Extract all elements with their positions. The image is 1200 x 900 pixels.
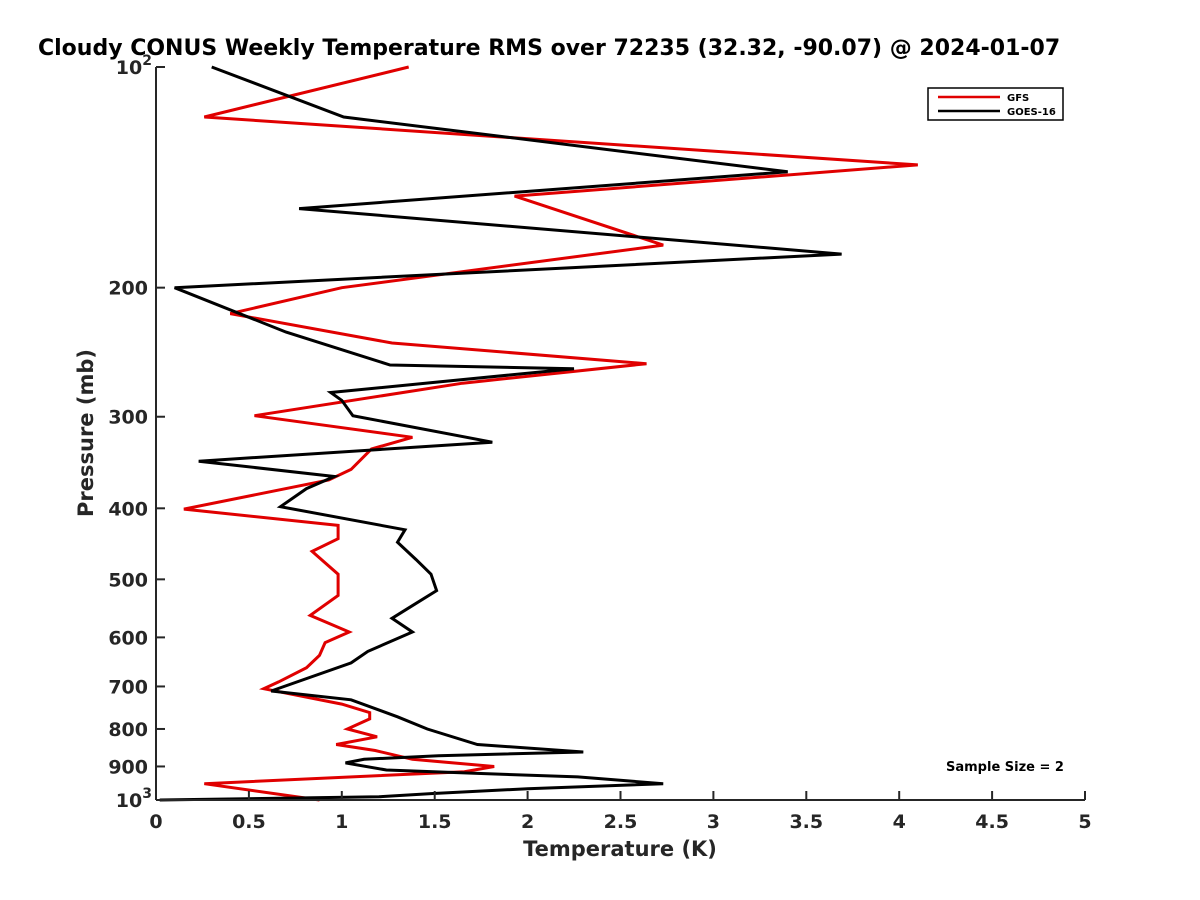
x-tick-label: 2.5: [604, 811, 638, 833]
x-tick-label: 3: [707, 811, 720, 833]
x-tick-label: 4: [893, 811, 906, 833]
y-tick-label: 700: [108, 676, 148, 698]
x-axis-label: Temperature (K): [523, 837, 717, 861]
x-tick-label: 5: [1078, 811, 1091, 833]
y-tick-label: 600: [108, 627, 148, 649]
series-layer: [159, 65, 918, 802]
x-tick-label: 1.5: [418, 811, 452, 833]
series-line-gfs: [183, 65, 918, 802]
x-tick-label: 2: [521, 811, 534, 833]
x-tick-label: 3.5: [789, 811, 823, 833]
chart-title: Cloudy CONUS Weekly Temperature RMS over…: [38, 36, 1060, 61]
y-tick-label: 200: [108, 278, 148, 300]
legend-label-goes16: GOES-16: [1007, 107, 1056, 118]
x-ticks: 0 0.5 1 1.5 2 2.5 3 3.5 4 4.5 5: [149, 791, 1092, 833]
x-tick-label: 4.5: [975, 811, 1009, 833]
sample-size-annotation: Sample Size = 2: [946, 760, 1064, 775]
x-tick-label: 0.5: [232, 811, 266, 833]
y-axis-label: Pressure (mb): [74, 349, 98, 517]
legend: GFS GOES-16: [927, 87, 1064, 121]
y-tick-label: 300: [108, 407, 148, 429]
y-tick-label: 900: [108, 756, 148, 778]
legend-label-gfs: GFS: [1007, 93, 1029, 104]
x-tick-label: 1: [335, 811, 348, 833]
series-line-goes16: [159, 65, 842, 802]
y-tick-label: 500: [108, 569, 148, 591]
plot-area: 0 0.5 1 1.5 2 2.5 3 3.5 4 4.5 5 102 200 300 400 500 600…: [108, 53, 1091, 833]
legend-box: [927, 87, 1064, 121]
y-tick-label: 102: [116, 53, 152, 79]
x-tick-label: 0: [149, 811, 162, 833]
y-tick-label: 400: [108, 498, 148, 520]
y-tick-label: 103: [116, 786, 152, 812]
y-tick-label: 800: [108, 719, 148, 741]
y-ticks: 102 200 300 400 500 600 700 800 900 103: [108, 53, 165, 812]
